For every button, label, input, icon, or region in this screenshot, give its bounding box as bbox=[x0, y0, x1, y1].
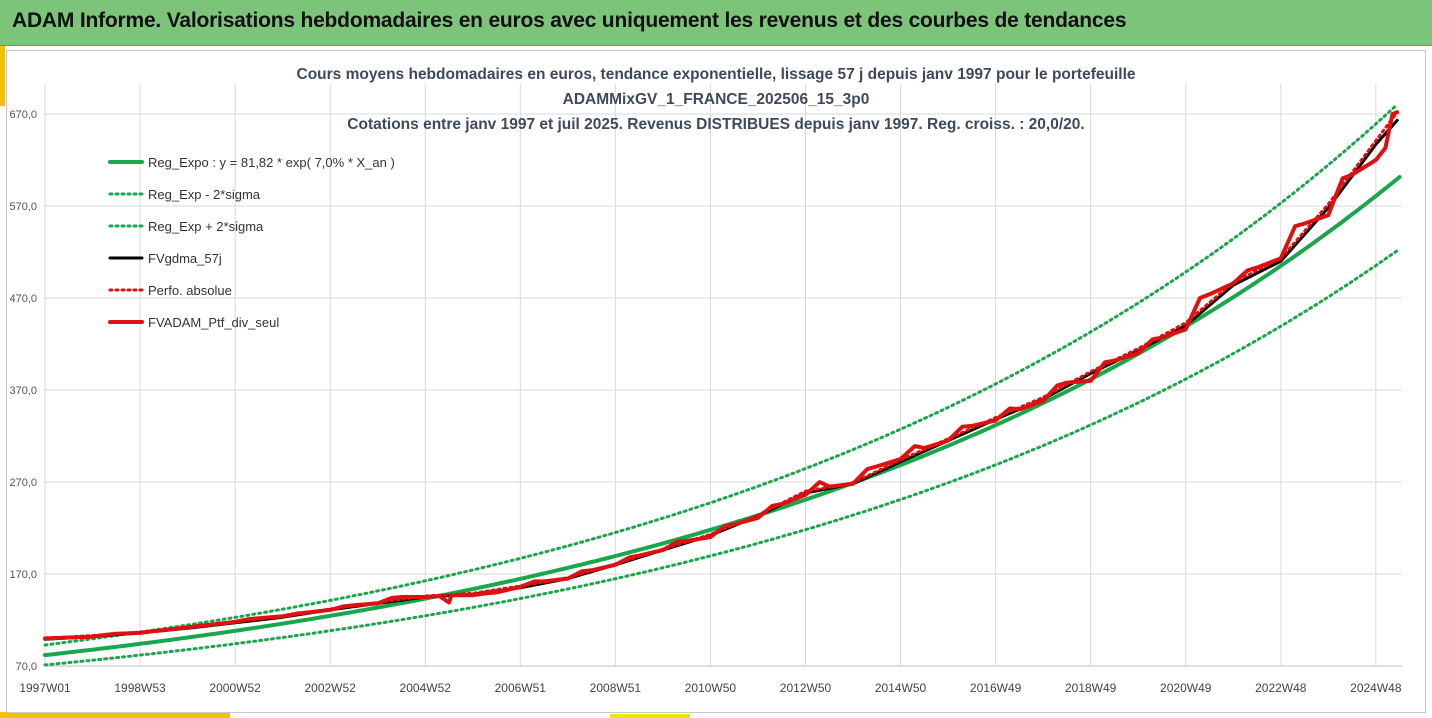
x-tick-label: 2012W50 bbox=[780, 681, 832, 695]
chart-frame bbox=[6, 50, 1426, 713]
x-tick-label: 2000W52 bbox=[209, 681, 261, 695]
x-tick-label: 2004W52 bbox=[400, 681, 452, 695]
x-tick-label: 2016W49 bbox=[970, 681, 1022, 695]
x-tick-label: 2002W52 bbox=[304, 681, 356, 695]
x-tick-label: 2018W49 bbox=[1065, 681, 1117, 695]
y-tick-label: 70,0 bbox=[16, 661, 37, 673]
x-tick-label: 2010W50 bbox=[685, 681, 737, 695]
legend-label: Reg_Exp + 2*sigma bbox=[148, 219, 264, 234]
chart-title-line-2: ADAMMixGV_1_FRANCE_202506_15_3p0 bbox=[562, 91, 870, 108]
x-tick-label: 2024W48 bbox=[1350, 681, 1402, 695]
series-line bbox=[43, 247, 1402, 667]
x-tick-label: 1997W01 bbox=[19, 681, 71, 695]
legend-label: FVADAM_Ptf_div_seul bbox=[148, 315, 279, 330]
legend-label: FVgdma_57j bbox=[148, 251, 222, 266]
y-tick-label: 270,0 bbox=[9, 477, 37, 489]
x-tick-label: 2008W51 bbox=[590, 681, 642, 695]
series-line bbox=[43, 175, 1402, 658]
x-tick-label: 2014W50 bbox=[875, 681, 927, 695]
x-tick-label: 2006W51 bbox=[495, 681, 547, 695]
chart-title-line-1: Cours moyens hebdomadaires en euros, ten… bbox=[296, 66, 1136, 83]
y-tick-label: 370,0 bbox=[9, 385, 37, 397]
legend-label: Perfo. absolue bbox=[148, 283, 232, 298]
report-title: ADAM Informe. Valorisations hebdomadaire… bbox=[12, 9, 1127, 32]
legend-label: Reg_Exp - 2*sigma bbox=[148, 187, 261, 202]
accent-bar-bottom-right bbox=[610, 714, 690, 718]
y-tick-label: 170,0 bbox=[9, 569, 37, 581]
report-header: ADAM Informe. Valorisations hebdomadaire… bbox=[0, 0, 1432, 46]
accent-bar-bottom bbox=[0, 712, 230, 718]
y-tick-label: 670,0 bbox=[9, 109, 37, 121]
x-tick-label: 1998W53 bbox=[114, 681, 166, 695]
legend-label: Reg_Expo : y = 81,82 * exp( 7,0% * X_an … bbox=[148, 155, 395, 170]
series-line bbox=[43, 105, 1397, 647]
series-line bbox=[43, 110, 1400, 641]
y-tick-label: 470,0 bbox=[9, 293, 37, 305]
y-tick-label: 570,0 bbox=[9, 201, 37, 213]
accent-bar-left bbox=[0, 46, 5, 106]
chart-title-line-3: Cotations entre janv 1997 et juil 2025. … bbox=[347, 116, 1085, 133]
x-tick-label: 2020W49 bbox=[1160, 681, 1212, 695]
x-tick-label: 2022W48 bbox=[1255, 681, 1307, 695]
